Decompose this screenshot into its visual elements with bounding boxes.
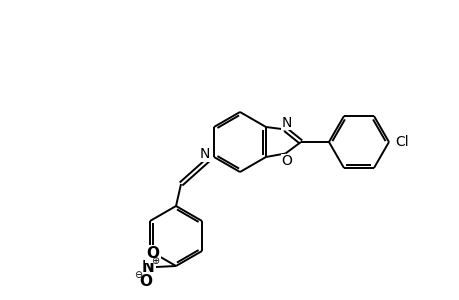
- Text: N: N: [199, 147, 210, 161]
- Text: ⊖: ⊖: [134, 270, 142, 280]
- Text: N: N: [141, 260, 154, 275]
- Text: O: O: [139, 274, 152, 290]
- Text: N: N: [281, 116, 291, 130]
- Text: Cl: Cl: [394, 135, 408, 149]
- Text: ⊕: ⊕: [151, 256, 159, 266]
- Text: O: O: [280, 154, 291, 167]
- Text: O: O: [146, 247, 159, 262]
